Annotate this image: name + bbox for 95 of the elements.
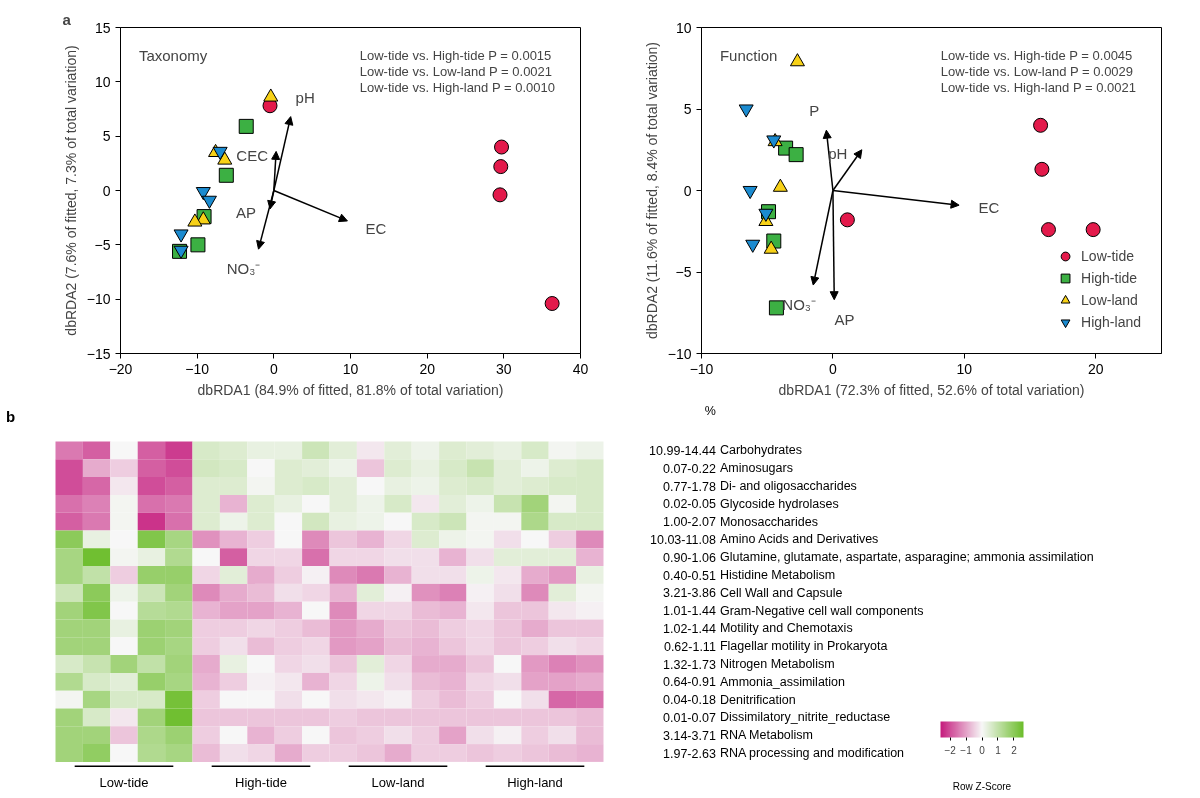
y-tick-label: Di- and oligosaccharides <box>719 479 857 493</box>
y2-tick-label: 1.02-1.44 <box>663 621 716 636</box>
y2-tick-label: 1.00-2.07 <box>663 515 716 530</box>
y-tick-label: 10 <box>675 19 692 36</box>
color-bar-label: −2 <box>944 744 957 756</box>
x-tick-label: 40 <box>572 360 589 377</box>
y-tick-label: −10 <box>86 291 111 308</box>
x-axis-title: dbRDA1 (84.9% of fitted, 81.8% of total variation) <box>197 381 504 398</box>
y2-tick-label: 0.01-0.07 <box>663 710 716 725</box>
y2-tick-label: 0.62-1.11 <box>663 639 716 654</box>
legend-label: High-tide <box>1081 270 1138 286</box>
y-tick-label: Gram-Negative cell wall components <box>719 603 924 618</box>
y-tick-label: Aminosugars <box>719 461 793 476</box>
y-tick-label: Nitrogen Metabolism <box>719 657 835 671</box>
y-tick-label: Cell Wall and Capsule <box>719 585 843 600</box>
color-bar-label: 2 <box>1011 744 1018 756</box>
y2-tick-label: 0.02-0.05 <box>663 497 716 512</box>
annotation: Low-tide vs. High-tide P = 0.0015 <box>359 48 552 64</box>
x-tick-label: 10 <box>956 360 973 377</box>
y-tick-label: Denitrification <box>719 692 796 707</box>
y2-tick-label: 3.14-3.71 <box>663 728 716 743</box>
y-tick-label: −10 <box>667 345 692 362</box>
y2-tick-label: 0.90-1.06 <box>663 550 716 565</box>
annotation: Low-tide vs. Low-land P = 0.0029 <box>940 64 1134 80</box>
text: Low-tide <box>99 774 149 790</box>
annotation: Low-tide vs. High-land P = 0.0010 <box>359 80 555 96</box>
text: b <box>5 408 16 426</box>
y2-tick-label: 0.07-0.22 <box>663 461 716 476</box>
text: High-tide <box>234 774 288 790</box>
y-tick-label: Histidine Metabolism <box>719 568 836 582</box>
y2-tick-label: 10.03-11.08 <box>650 532 716 547</box>
x-tick-label: 0 <box>269 360 278 377</box>
y-tick-label: −5 <box>675 264 692 280</box>
y-tick-label: Amino Acids and Derivatives <box>719 532 879 547</box>
annotation: EC <box>365 220 387 238</box>
y-tick-label: 5 <box>102 128 111 145</box>
y-tick-label: 0 <box>102 182 111 199</box>
y-tick-label: Motility and Chemotaxis <box>719 621 853 636</box>
y-tick-label: Dissimilatory_nitrite_reductase <box>719 710 891 725</box>
y2-tick-label: 1.01-1.44 <box>663 604 716 619</box>
annotation: AP <box>236 204 257 222</box>
text: High-land <box>507 774 563 790</box>
y-tick-label: 0 <box>683 182 692 199</box>
color-bar-label: 1 <box>995 744 1002 756</box>
y-tick-label: RNA Metabolism <box>719 728 814 743</box>
x-tick-label: −20 <box>108 360 133 377</box>
annotation: P <box>809 101 820 119</box>
y-axis-title: dbRDA2 (7.6% of fitted, 7.3% of total variation) <box>62 45 79 336</box>
y2-tick-label: 1.97-2.63 <box>663 746 716 761</box>
y-tick-label: Carbohydrates <box>719 443 802 458</box>
text: Low-land <box>371 774 425 790</box>
text: a <box>62 10 72 28</box>
y2-tick-label: 0.40-0.51 <box>663 568 716 583</box>
y-tick-label: Glycoside hydrolases <box>719 496 839 511</box>
y-tick-label: 5 <box>683 101 692 117</box>
x-tick-label: −10 <box>185 360 210 377</box>
y-tick-label: Ammonia_assimilation <box>719 674 846 689</box>
y-tick-label: 15 <box>94 19 111 36</box>
y-tick-label: Monosaccharides <box>719 514 818 529</box>
text: % <box>704 404 716 419</box>
annotation: EC <box>978 198 1000 216</box>
y2-tick-label: 0.64-0.91 <box>663 675 716 690</box>
legend-label: High-land <box>1081 314 1141 330</box>
y2-tick-label: 0.04-0.18 <box>663 693 716 708</box>
annotation: Low-tide vs. High-land P = 0.0021 <box>940 80 1136 96</box>
color-bar-label: −1 <box>960 744 973 756</box>
text: Function <box>719 47 778 65</box>
y2-tick-label: 3.21-3.86 <box>663 586 716 601</box>
y-tick-label: Glutamine, glutamate, aspartate, asparagine; ammonia assimilation <box>719 550 1094 565</box>
y2-tick-label: 0.77-1.78 <box>663 479 716 494</box>
annotation: Low-tide vs. High-tide P = 0.0045 <box>940 48 1133 64</box>
color-bar-title: Row Z-Score <box>952 781 1012 792</box>
y-tick-label: 10 <box>94 73 111 90</box>
annotation: AP <box>834 311 855 329</box>
x-tick-label: 20 <box>419 360 436 377</box>
x-tick-label: 30 <box>496 360 512 377</box>
legend-label: Low-land <box>1081 292 1138 308</box>
annotation: NO₃⁻ <box>226 260 261 278</box>
x-tick-label: 20 <box>1088 360 1104 377</box>
y-tick-label: RNA processing and modification <box>719 746 905 760</box>
annotation: CEC <box>236 146 269 164</box>
y-tick-label: −15 <box>86 345 111 362</box>
annotation: Low-tide vs. Low-land P = 0.0021 <box>359 64 553 80</box>
legend-label: Low-tide <box>1081 248 1134 264</box>
y-tick-label: −5 <box>94 236 111 253</box>
annotation: pH <box>295 88 315 106</box>
y-axis-title: dbRDA2 (11.6% of fitted, 8.4% of total variation) <box>643 41 660 339</box>
y-tick-label: Flagellar motility in Prokaryota <box>719 639 888 654</box>
color-bar-label: 0 <box>979 744 986 756</box>
x-tick-label: 10 <box>342 360 359 377</box>
y2-tick-label: 10.99-14.44 <box>649 443 716 458</box>
annotation: pH <box>828 145 848 163</box>
x-axis-title: dbRDA1 (72.3% of fitted, 52.6% of total variation) <box>778 381 1085 398</box>
text: Taxonomy <box>138 47 208 65</box>
y2-tick-label: 1.32-1.73 <box>663 657 716 672</box>
